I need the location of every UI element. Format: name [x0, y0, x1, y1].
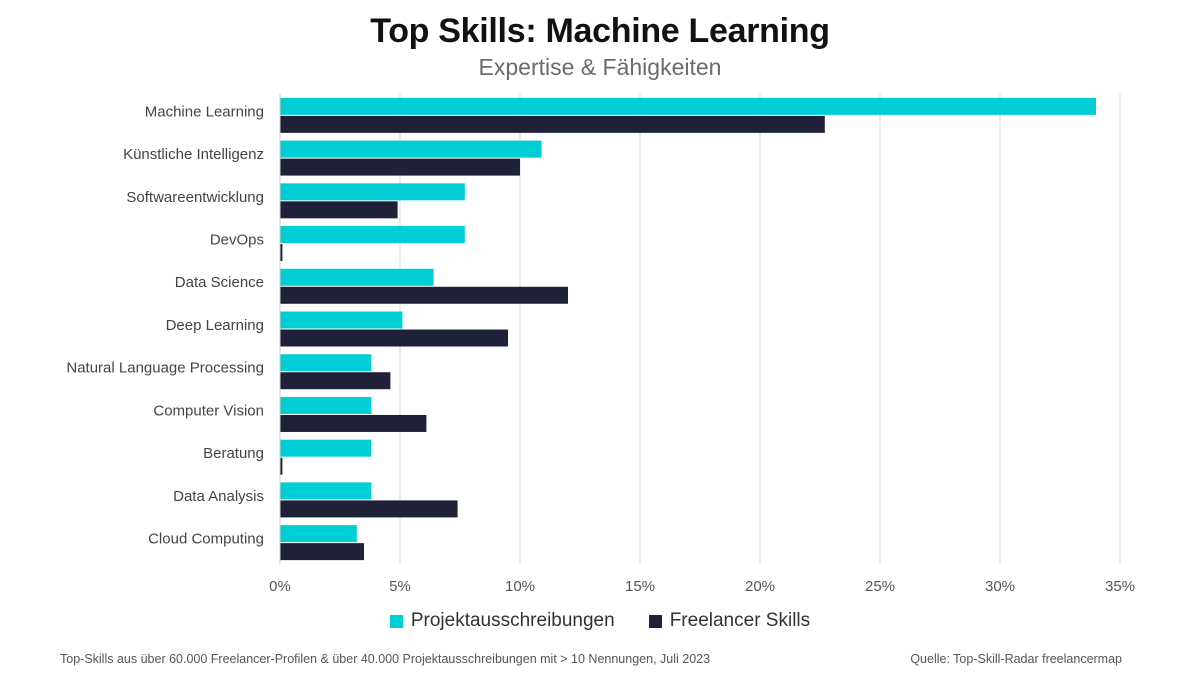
chart-title: Top Skills: Machine Learning	[370, 12, 830, 50]
chart-legend: Projektausschreibungen Freelancer Skills	[0, 610, 1200, 632]
category-label-1: Künstliche Intelligenz	[123, 146, 264, 163]
bar-freelancer-8	[280, 457, 283, 475]
bar-freelancer-1	[280, 158, 520, 176]
category-label-6: Natural Language Processing	[66, 360, 264, 377]
bar-projekt-2	[280, 183, 465, 201]
category-label-7: Computer Vision	[153, 402, 264, 419]
x-tick-label-4: 20%	[745, 578, 775, 595]
bar-freelancer-3	[280, 244, 283, 262]
legend-label-freelancer: Freelancer Skills	[669, 610, 811, 631]
x-tick-label-3: 15%	[625, 578, 655, 595]
bar-projekt-3	[280, 226, 465, 244]
bar-projekt-1	[280, 140, 542, 158]
x-tick-label-7: 35%	[1105, 578, 1135, 595]
x-tick-label-2: 10%	[505, 578, 535, 595]
category-label-5: Deep Learning	[166, 317, 264, 334]
legend-swatch-freelancer	[648, 614, 662, 628]
legend-label-projekt: Projektausschreibungen	[410, 610, 615, 631]
bar-freelancer-0	[280, 115, 825, 133]
bar-projekt-0	[280, 97, 1096, 115]
bar-freelancer-7	[280, 414, 427, 432]
footnote: Top-Skills aus über 60.000 Freelancer-Pr…	[60, 652, 711, 666]
legend-item-projekt: Projektausschreibungen	[389, 610, 615, 632]
category-label-10: Cloud Computing	[148, 531, 264, 548]
x-tick-label-0: 0%	[269, 578, 291, 595]
bar-freelancer-2	[280, 201, 398, 219]
bar-projekt-4	[280, 268, 434, 286]
bar-freelancer-4	[280, 286, 568, 304]
x-tick-label-6: 30%	[985, 578, 1015, 595]
bar-projekt-6	[280, 354, 372, 372]
legend-item-freelancer: Freelancer Skills	[648, 610, 811, 632]
category-label-2: Softwareentwicklung	[126, 189, 264, 206]
category-label-0: Machine Learning	[145, 103, 264, 120]
bar-projekt-7	[280, 396, 372, 414]
category-label-9: Data Analysis	[173, 488, 264, 505]
bar-freelancer-6	[280, 372, 391, 390]
legend-swatch-projekt	[389, 614, 403, 628]
x-tick-label-1: 5%	[389, 578, 411, 595]
source-note: Quelle: Top-Skill-Radar freelancermap	[910, 652, 1122, 666]
category-label-8: Beratung	[203, 445, 264, 462]
bar-projekt-10	[280, 525, 357, 543]
chart-subtitle: Expertise & Fähigkeiten	[478, 54, 722, 80]
bar-freelancer-10	[280, 543, 364, 561]
bar-projekt-8	[280, 439, 372, 457]
x-tick-label-5: 25%	[865, 578, 895, 595]
bar-projekt-9	[280, 482, 372, 500]
bar-projekt-5	[280, 311, 403, 329]
category-label-3: DevOps	[210, 232, 264, 249]
bar-freelancer-9	[280, 500, 458, 518]
category-label-4: Data Science	[175, 274, 264, 291]
bar-freelancer-5	[280, 329, 508, 347]
